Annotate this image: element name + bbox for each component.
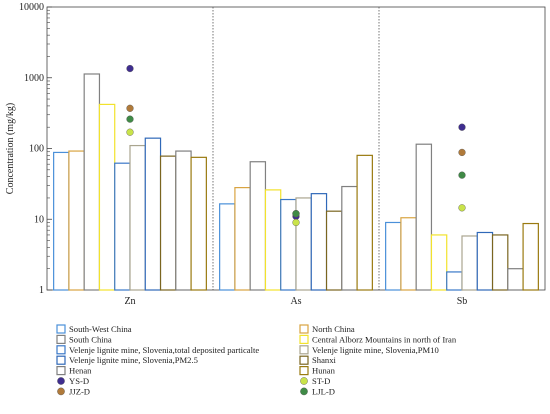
legend-swatch-south-china <box>56 334 66 344</box>
bar-shanxi-sb <box>491 234 509 291</box>
legend-swatch-hunan <box>299 366 309 376</box>
y-tick-label: 1000 <box>24 73 44 84</box>
points-layer <box>126 64 466 227</box>
x-tick-label: Sb <box>457 296 468 307</box>
legend-label-left-3: Velenje lignite mine, Slovenia,PM2.5 <box>69 355 198 365</box>
bar-south-china-sb <box>415 143 433 291</box>
legend-label-left-5: YS-D <box>69 376 89 386</box>
bar-henan-as <box>341 185 358 291</box>
legend-label-right-6: LJL-D <box>312 386 335 396</box>
bar-velenje-lignite-mine-slovenia-total-deposited-particalte-sb <box>446 271 463 291</box>
legend-swatch-velenje-lignite-mine-slovenia-pm10 <box>299 345 309 355</box>
y-tick-label: 100 <box>29 144 44 155</box>
bar-north-china-zn <box>68 150 85 291</box>
legend-marker-ljl-d <box>300 387 308 396</box>
legend-swatch-north-china <box>299 324 309 334</box>
bar-velenje-lignite-mine-slovenia-pm10-sb <box>461 235 478 291</box>
legend-label-left-0: South-West China <box>69 324 132 334</box>
bar-henan-sb <box>507 268 524 291</box>
bar-hunan-as <box>356 154 373 291</box>
bar-south-west-china-sb <box>385 221 402 291</box>
bar-south-west-china-as <box>219 203 236 291</box>
bar-velenje-lignite-mine-slovenia-pm2-5-zn <box>144 137 162 291</box>
y-tick-label: 10000 <box>19 2 44 13</box>
legend-label-left-2: Velenje lignite mine, Slovenia,total dep… <box>69 345 259 355</box>
x-tick-label: Zn <box>124 296 135 307</box>
x-tick-label: As <box>290 296 301 307</box>
legend-label-right-3: Shanxi <box>312 355 336 365</box>
legend-label-left-4: Henan <box>69 366 92 376</box>
bars-layer <box>53 73 539 291</box>
legend-label-right-1: Central Alborz Mountains in north of Ira… <box>312 334 457 344</box>
y-tick-label: 1 <box>39 285 44 296</box>
bar-south-west-china-zn <box>53 151 70 291</box>
bar-central-alborz-mountains-in-north-of-iran-sb <box>430 234 448 291</box>
bar-hunan-sb <box>522 222 539 291</box>
legend-label-right-4: Hunan <box>312 366 336 376</box>
legend-swatch-central-alborz-mountains-in-north-of-iran <box>299 334 309 344</box>
legend-label-right-5: ST-D <box>312 376 330 386</box>
bar-velenje-lignite-mine-slovenia-pm2-5-as <box>310 193 328 291</box>
bar-velenje-lignite-mine-slovenia-total-deposited-particalte-zn <box>114 162 131 291</box>
legend-marker-ys-d <box>57 377 65 385</box>
legend-swatch-shanxi <box>299 355 309 365</box>
bar-central-alborz-mountains-in-north-of-iran-zn <box>98 103 116 291</box>
legend-swatch-velenje-lignite-mine-slovenia-pm2-5 <box>56 355 66 365</box>
bar-hunan-zn <box>190 156 207 291</box>
point-st-d-as <box>292 218 300 227</box>
bar-shanxi-zn <box>159 155 177 291</box>
point-ljl-d-as <box>292 210 300 218</box>
bar-velenje-lignite-mine-slovenia-pm10-zn <box>129 144 146 291</box>
legend-swatch-south-west-china <box>56 324 66 334</box>
legend-marker-jjz-d <box>57 387 65 396</box>
legend-label-left-1: South China <box>69 334 112 344</box>
point-st-d-zn <box>126 128 134 136</box>
bar-north-china-as <box>234 187 251 291</box>
legend-swatch-henan <box>56 366 66 376</box>
point-ljl-d-zn <box>126 115 134 123</box>
bar-north-china-sb <box>400 217 417 291</box>
point-st-d-sb <box>458 204 466 212</box>
bar-south-china-as <box>249 161 267 291</box>
y-tick-label: 10 <box>34 214 44 225</box>
point-ys-d-zn <box>126 64 134 73</box>
bar-central-alborz-mountains-in-north-of-iran-as <box>264 189 282 291</box>
point-jjz-d-zn <box>126 104 134 112</box>
bar-velenje-lignite-mine-slovenia-pm2-5-sb <box>476 231 494 291</box>
legend-label-right-0: North China <box>312 324 355 334</box>
point-ys-d-sb <box>458 123 466 131</box>
legend-swatch-velenje-lignite-mine-slovenia-total-deposited-particalte <box>56 345 66 355</box>
bar-henan-zn <box>175 150 192 291</box>
legend-label-left-6: JJZ-D <box>69 386 90 396</box>
point-jjz-d-sb <box>458 148 466 157</box>
point-ljl-d-sb <box>458 171 466 179</box>
y-axis-label: Concentration (mg/kg) <box>5 103 16 194</box>
bar-shanxi-as <box>325 210 343 291</box>
legend-marker-st-d <box>300 377 308 385</box>
legend-label-right-2: Velenje lignite mine, Slovenia,PM10 <box>312 345 439 355</box>
bar-south-china-zn <box>83 73 101 291</box>
